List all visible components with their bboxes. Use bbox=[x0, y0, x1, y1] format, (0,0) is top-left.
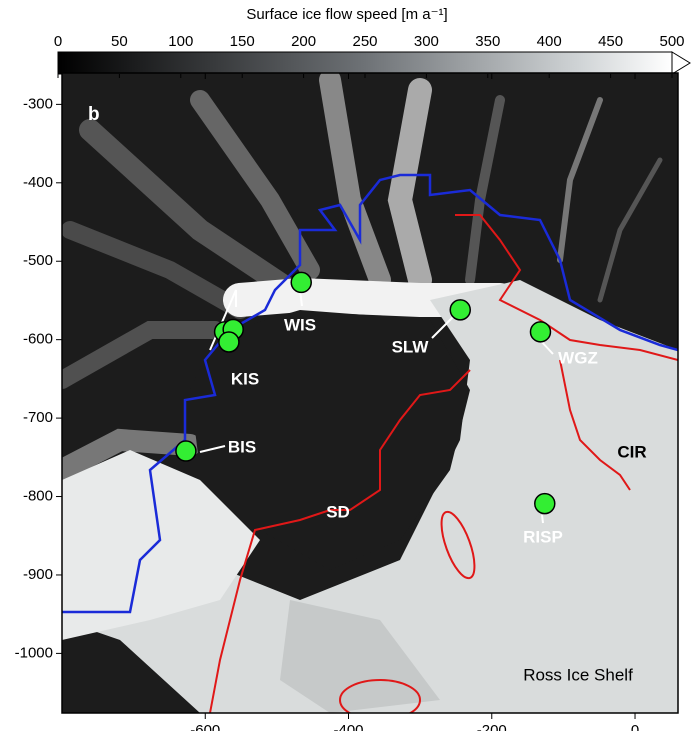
x-tick-label: -600 bbox=[190, 722, 220, 731]
colorbar-tick-label: 0 bbox=[54, 33, 62, 50]
colorbar-arrow bbox=[672, 52, 690, 74]
y-tick-label: -1000 bbox=[15, 644, 53, 661]
colorbar-tick-label: 400 bbox=[537, 33, 562, 50]
colorbar-tick-label: 200 bbox=[291, 33, 316, 50]
colorbar-tick-label: 100 bbox=[168, 33, 193, 50]
panel-label: b bbox=[88, 104, 100, 125]
site-marker bbox=[530, 322, 550, 342]
annotation: Ross Ice Shelf bbox=[523, 665, 633, 684]
annotation: KIS bbox=[231, 369, 259, 388]
y-tick-label: -700 bbox=[23, 409, 53, 426]
colorbar bbox=[58, 52, 672, 74]
annotation: WGZ bbox=[558, 348, 598, 367]
site-marker bbox=[291, 272, 311, 292]
site-marker bbox=[219, 332, 239, 352]
annotation: WIS bbox=[284, 315, 316, 334]
map-image bbox=[62, 73, 678, 720]
colorbar-tick-label: 50 bbox=[111, 33, 128, 50]
figure: Surface ice flow speed [m a⁻¹] b 0 50 bbox=[0, 0, 694, 731]
colorbar-tick-label: 500 bbox=[659, 33, 684, 50]
y-tick-label: -300 bbox=[23, 95, 53, 112]
colorbar-title: Surface ice flow speed [m a⁻¹] bbox=[246, 6, 447, 23]
y-tick-label: -900 bbox=[23, 566, 53, 583]
annotation: RISP bbox=[523, 527, 563, 546]
annotation: SD bbox=[326, 502, 350, 521]
site-marker bbox=[450, 300, 470, 320]
annotation: SLW bbox=[392, 337, 430, 356]
y-tick-label: -800 bbox=[23, 487, 53, 504]
colorbar-tick-label: 350 bbox=[475, 33, 500, 50]
colorbar-tick-label: 300 bbox=[414, 33, 439, 50]
x-tick-label: -400 bbox=[333, 722, 363, 731]
y-tick-label: -500 bbox=[23, 252, 53, 269]
annotation: CIR bbox=[617, 442, 646, 461]
site-marker bbox=[535, 494, 555, 514]
y-tick-label: -400 bbox=[23, 174, 53, 191]
site-marker bbox=[176, 441, 196, 461]
colorbar-tick-label: 450 bbox=[598, 33, 623, 50]
colorbar-tick-label: 250 bbox=[352, 33, 377, 50]
x-tick-label: -200 bbox=[477, 722, 507, 731]
annotation: BIS bbox=[228, 437, 256, 456]
colorbar-tick-label: 150 bbox=[230, 33, 255, 50]
y-tick-label: -600 bbox=[23, 331, 53, 348]
x-tick-label: 0 bbox=[631, 722, 639, 731]
